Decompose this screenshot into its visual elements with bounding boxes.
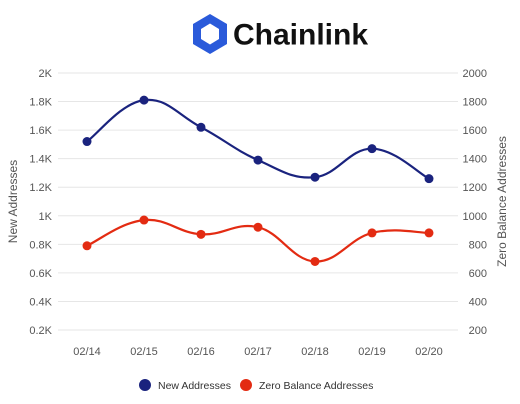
data-point-zero-balance-addresses [367, 228, 377, 238]
data-point-new-addresses [253, 155, 263, 165]
data-point-zero-balance-addresses [82, 241, 92, 251]
left-axis-title: New Addresses [6, 160, 20, 243]
legend-marker-new-addresses [139, 379, 151, 391]
legend: New Addresses Zero Balance Addresses [139, 379, 373, 392]
x-tick-label: 02/19 [358, 346, 386, 358]
x-tick-label: 02/16 [187, 346, 215, 358]
y-right-tick-label: 200 [469, 325, 487, 337]
y-right-tick-label: 400 [469, 296, 487, 308]
x-tick-label: 02/14 [73, 346, 101, 358]
legend-item-zero-balance-addresses[interactable]: Zero Balance Addresses [240, 379, 373, 392]
x-tick-label: 02/20 [415, 346, 443, 358]
legend-marker-zero-balance-addresses [240, 379, 252, 391]
y-left-tick-label: 1.6K [29, 125, 52, 137]
data-point-new-addresses [196, 122, 206, 132]
data-point-new-addresses [424, 174, 434, 184]
y-left-tick-label: 1.8K [29, 97, 52, 109]
y-left-tick-label: 0.4K [29, 296, 52, 308]
series-layer [82, 95, 434, 266]
left-axis-ticks: 0.2K 0.4K 0.6K 0.8K 1K 1.2K 1.4K 1.6K 1.8K 2K [29, 68, 52, 337]
y-right-tick-label: 1600 [463, 125, 487, 137]
y-left-tick-label: 1.2K [29, 182, 52, 194]
x-tick-label: 02/15 [130, 346, 158, 358]
y-left-tick-label: 1.4K [29, 154, 52, 166]
y-right-tick-label: 2000 [463, 68, 487, 80]
chainlink-hexagon-inner [201, 23, 219, 45]
right-axis-title: Zero Balance Addresses [495, 136, 509, 267]
data-point-zero-balance-addresses [310, 256, 320, 266]
data-point-zero-balance-addresses [196, 229, 206, 239]
grid [58, 72, 458, 331]
y-left-tick-label: 0.8K [29, 239, 52, 251]
x-axis-ticks: 02/14 02/15 02/16 02/17 02/18 02/19 02/20 [73, 346, 443, 358]
y-right-tick-label: 1800 [463, 97, 487, 109]
legend-label-zero-balance-addresses: Zero Balance Addresses [259, 380, 373, 392]
y-right-tick-label: 800 [469, 239, 487, 251]
right-axis-ticks: 200 400 600 800 1000 1200 1400 1600 1800 2000 [463, 68, 487, 337]
y-right-tick-label: 1000 [463, 211, 487, 223]
y-right-tick-label: 1200 [463, 182, 487, 194]
y-right-tick-label: 1400 [463, 154, 487, 166]
legend-label-new-addresses: New Addresses [158, 380, 231, 392]
x-tick-label: 02/17 [244, 346, 272, 358]
y-right-tick-label: 600 [469, 268, 487, 280]
y-left-tick-label: 1K [39, 211, 53, 223]
x-tick-label: 02/18 [301, 346, 329, 358]
data-point-new-addresses [367, 144, 377, 154]
data-point-zero-balance-addresses [253, 222, 263, 232]
brand-logo: Chainlink [193, 14, 368, 54]
data-point-new-addresses [82, 137, 92, 147]
data-point-zero-balance-addresses [139, 215, 149, 225]
y-left-tick-label: 2K [39, 68, 53, 80]
series-line-new-addresses [86, 98, 430, 180]
y-left-tick-label: 0.2K [29, 325, 52, 337]
data-point-zero-balance-addresses [424, 228, 434, 238]
y-left-tick-label: 0.6K [29, 268, 52, 280]
legend-item-new-addresses[interactable]: New Addresses [139, 379, 231, 392]
brand-name: Chainlink [233, 19, 368, 52]
data-point-new-addresses [310, 172, 320, 182]
data-point-new-addresses [139, 95, 149, 105]
